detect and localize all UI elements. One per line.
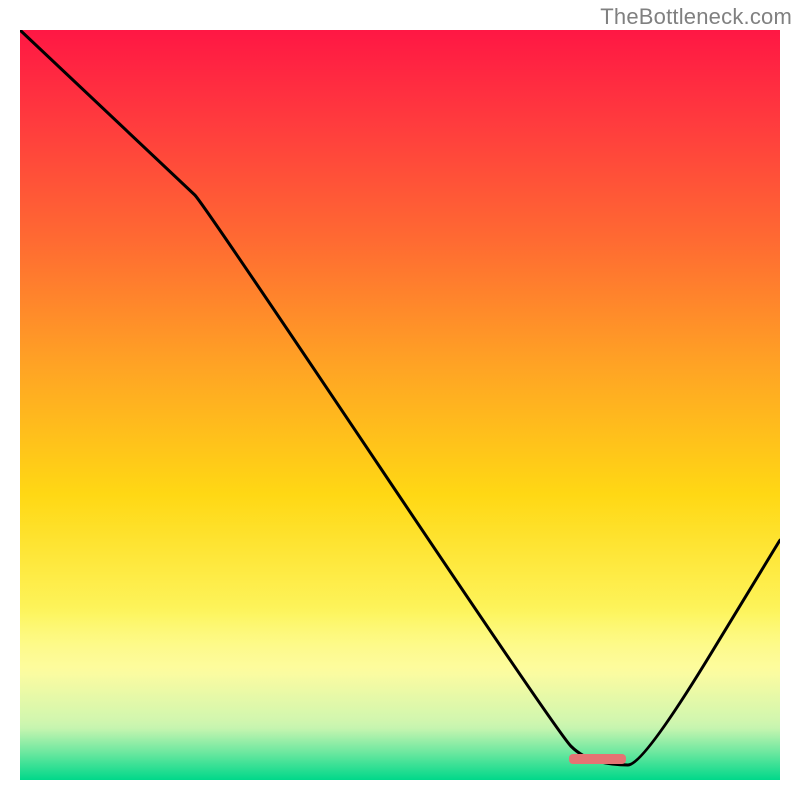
watermark-text: TheBottleneck.com [600,4,792,30]
optimal-zone-marker [569,754,626,765]
curve-path [20,30,780,765]
bottleneck-chart [20,30,780,780]
bottleneck-curve [20,30,780,780]
